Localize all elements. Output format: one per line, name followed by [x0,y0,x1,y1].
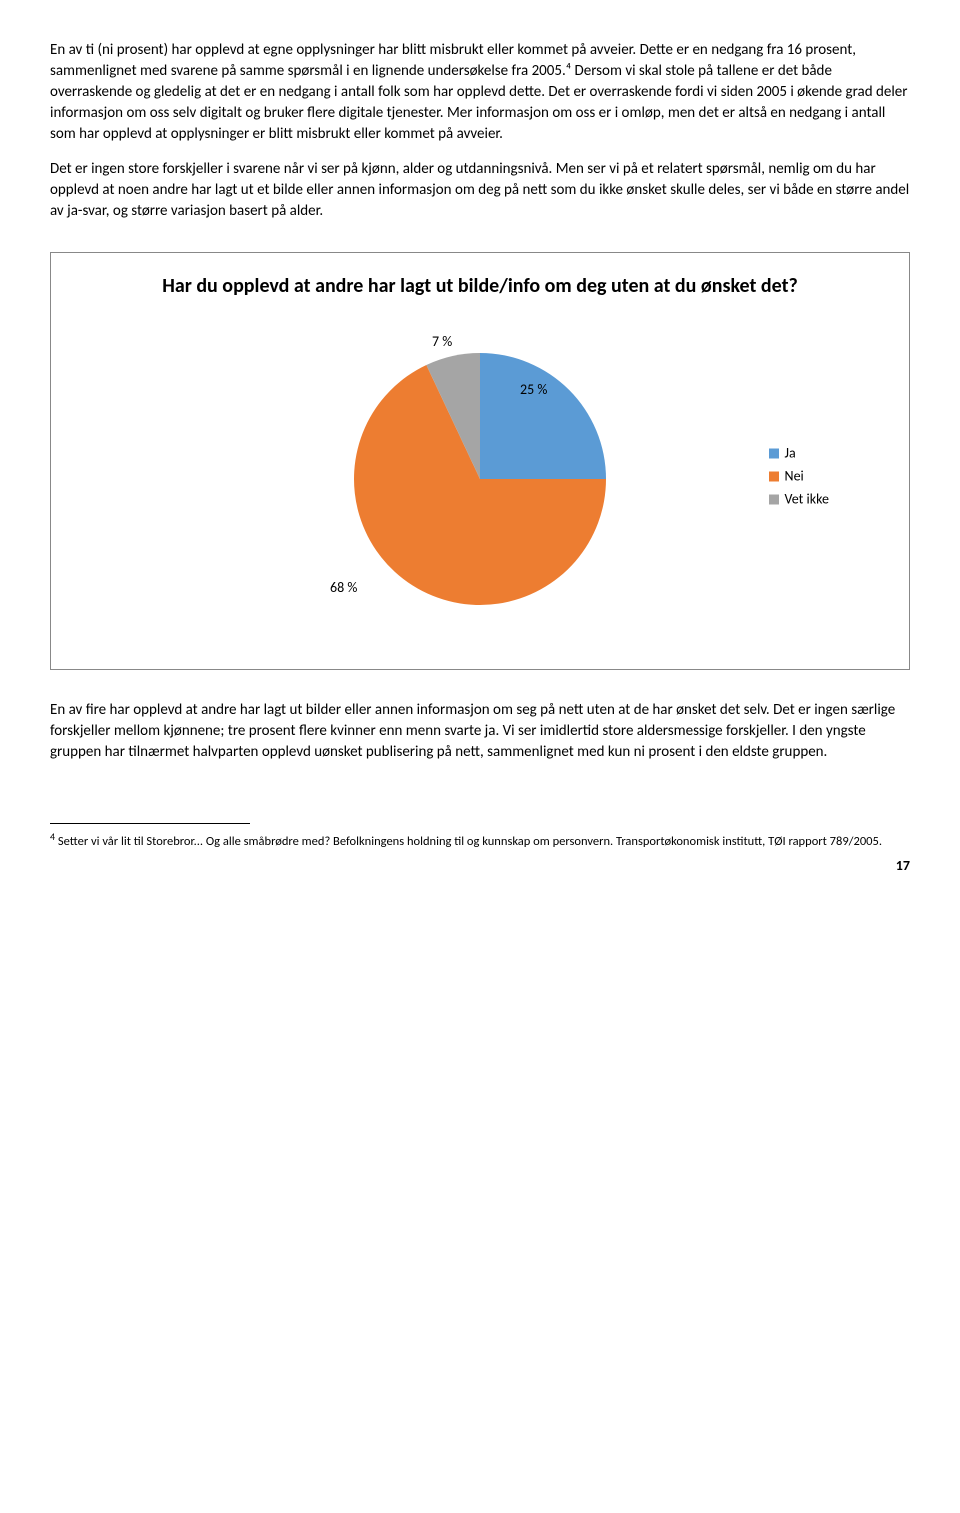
pie-label-vet-ikke: 7 % [432,333,452,350]
body-paragraph-1: En av ti (ni prosent) har opplevd at egn… [50,40,910,145]
legend-label: Vet ikke [785,491,829,508]
legend-item-nei: Nei [769,468,829,485]
pie-svg [340,339,620,619]
pie-wrap: 25 %68 %7 % [340,339,620,619]
footnote-separator [50,823,250,824]
legend-swatch [769,471,779,481]
body-paragraph-3: En av fire har opplevd at andre har lagt… [50,700,910,763]
legend-swatch [769,448,779,458]
chart-body: 25 %68 %7 % JaNeiVet ikke [71,319,889,639]
legend-item-vet-ikke: Vet ikke [769,491,829,508]
footnote-text: Setter vi vår lit til Storebror... Og al… [58,834,882,849]
pie-chart-container: Har du opplevd at andre har lagt ut bild… [50,252,910,670]
body-paragraph-2: Det er ingen store forskjeller i svarene… [50,159,910,222]
footnote-marker: 4 [50,830,55,843]
legend-label: Ja [785,445,796,462]
page-number: 17 [50,857,910,874]
pie-label-ja: 25 % [520,381,547,398]
chart-title: Har du opplevd at andre har lagt ut bild… [71,273,889,299]
legend-label: Nei [785,468,804,485]
legend-swatch [769,494,779,504]
pie-slice-ja [480,353,606,479]
chart-legend: Ja Nei Vet ikke [769,445,829,514]
legend-item-ja: Ja [769,445,829,462]
footnote: 4 Setter vi vår lit til Storebror... Og … [50,830,910,851]
pie-label-nei: 68 % [330,579,357,596]
